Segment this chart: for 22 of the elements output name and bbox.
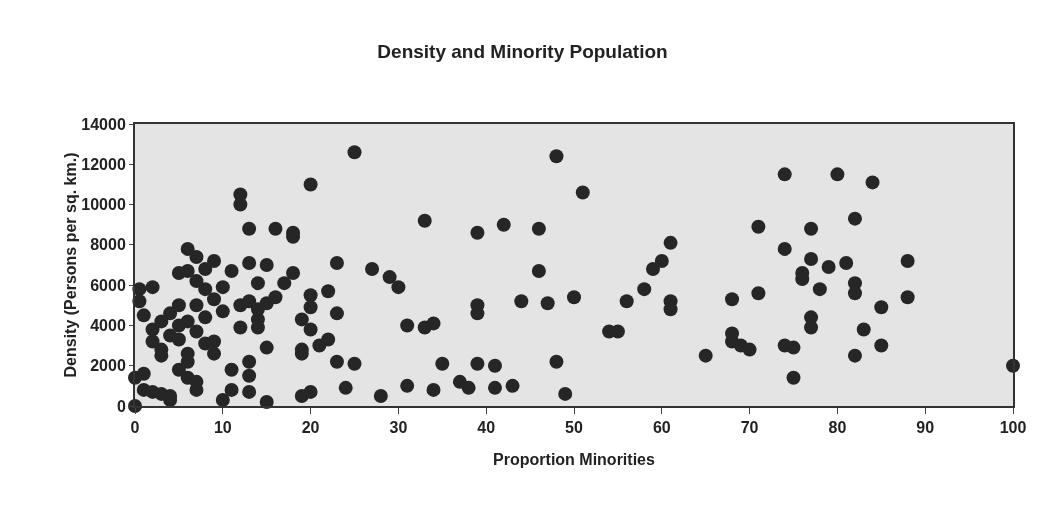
x-tick-label: 50	[565, 419, 583, 437]
x-tick-label: 10	[213, 419, 232, 437]
x-tick-label: 30	[389, 419, 408, 437]
y-tick-label: 4000	[90, 317, 126, 335]
x-tick-label: 90	[916, 419, 935, 437]
x-tick-label: 20	[301, 419, 320, 437]
x-tick-label: 0	[130, 419, 140, 437]
chart-title: Density and Minority Population	[377, 41, 668, 63]
x-axis-title: Proportion Minorities	[493, 451, 655, 468]
x-tick-label: 60	[652, 419, 671, 437]
x-tick-label: 40	[477, 419, 496, 437]
y-axis-title: Density (Persons per sq. km.)	[62, 152, 80, 378]
y-tick-label: 8000	[90, 236, 126, 254]
y-tick-label: 14000	[81, 115, 126, 133]
x-tick-label: 70	[740, 419, 759, 437]
y-tick-label: 6000	[90, 276, 126, 294]
y-tick-label: 10000	[81, 196, 126, 214]
y-tick-label: 2000	[90, 357, 126, 375]
y-tick-label: 12000	[81, 155, 126, 173]
y-tick-label: 0	[116, 397, 126, 415]
x-tick-label: 100	[999, 419, 1027, 437]
x-tick-label: 80	[828, 419, 847, 437]
